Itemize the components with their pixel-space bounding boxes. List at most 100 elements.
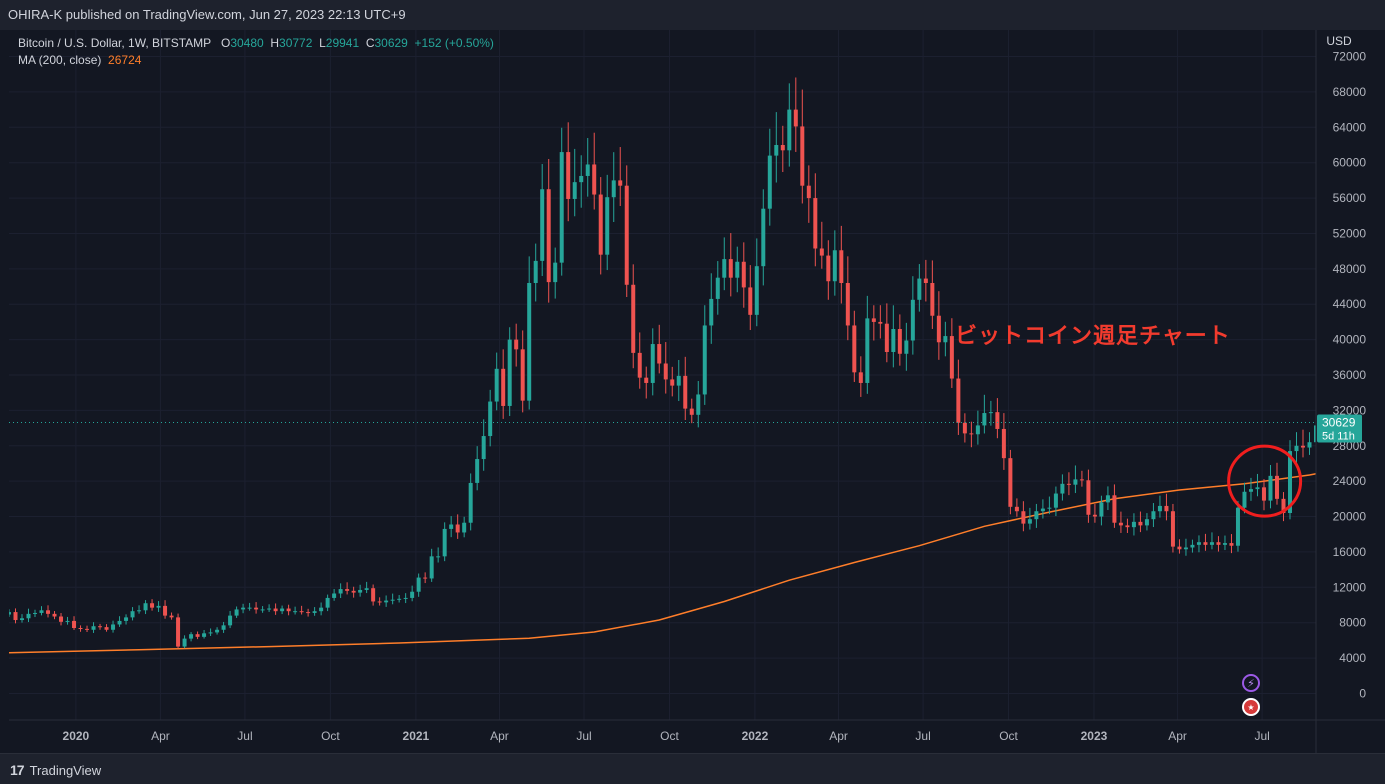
candle <box>514 323 519 367</box>
candle <box>1177 539 1182 554</box>
legend-ma-label[interactable]: MA (200, close) <box>18 53 102 67</box>
candle-body <box>1294 445 1299 452</box>
time-axis-tick-label: Apr <box>151 729 170 743</box>
price-axis-tick-label: 8000 <box>1339 616 1366 630</box>
candle-body <box>1144 519 1149 526</box>
candle <box>1216 536 1221 552</box>
candle-body <box>715 277 720 299</box>
candle <box>735 246 740 293</box>
candle-body <box>377 601 382 603</box>
candle <box>98 623 103 630</box>
candle-body <box>514 339 519 350</box>
candle <box>670 366 675 397</box>
price-chart-svg[interactable]: USD0400080001200016000200002400028000320… <box>9 30 1385 753</box>
candle <box>1268 464 1273 509</box>
time-axis-tick-label: 2020 <box>63 729 90 743</box>
candle-body <box>280 608 285 612</box>
candle-body <box>572 182 577 199</box>
candle-body <box>169 615 174 618</box>
candle-body <box>293 611 298 613</box>
candle-body <box>533 260 538 283</box>
candle-body <box>1131 521 1136 528</box>
candle <box>104 624 109 632</box>
candle <box>806 165 811 223</box>
candle <box>1105 486 1110 511</box>
candle-body <box>1216 542 1221 545</box>
candle-body <box>1027 519 1032 524</box>
candle <box>72 616 77 630</box>
candle-body <box>1183 547 1188 550</box>
candle-body <box>943 336 948 343</box>
legend-symbol[interactable]: Bitcoin / U.S. Dollar, 1W, BITSTAMP <box>18 36 211 50</box>
candle-body <box>897 329 902 354</box>
candle <box>520 330 525 413</box>
candle-body <box>689 408 694 415</box>
candle-body <box>1268 475 1273 501</box>
candle <box>540 164 545 277</box>
candle <box>195 631 200 640</box>
candle-body <box>260 609 265 611</box>
candle-body <box>1248 489 1253 492</box>
legend-ohlc-row: Bitcoin / U.S. Dollar, 1W, BITSTAMP O304… <box>18 35 494 52</box>
last-price-tag-bg <box>1317 414 1362 443</box>
candle-body <box>839 250 844 283</box>
candle <box>410 585 415 602</box>
legend-low-value: 29941 <box>325 36 360 50</box>
price-axis-tick-label: 12000 <box>1333 580 1367 594</box>
legend-close-label: C <box>365 36 375 50</box>
candle <box>449 516 454 538</box>
candle-body <box>189 634 194 639</box>
lightning-icon[interactable]: ⚡ <box>1242 674 1260 692</box>
published-text: OHIRA-K published on TradingView.com, Ju… <box>8 7 406 22</box>
legend-ma-row: MA (200, close) 26724 <box>18 52 494 69</box>
candle <box>416 573 421 597</box>
candle-body <box>91 626 96 630</box>
candle-body <box>299 611 304 613</box>
candle <box>13 608 18 624</box>
candle-body <box>442 528 447 557</box>
candle <box>1274 462 1279 505</box>
candle-body <box>403 597 408 599</box>
candle <box>1073 465 1078 494</box>
candle-body <box>631 284 636 353</box>
candle <box>1021 501 1026 532</box>
candle <box>332 589 337 601</box>
candle <box>397 595 402 603</box>
candle-body <box>845 283 850 326</box>
candle-body <box>397 598 402 600</box>
candle-body <box>865 318 870 383</box>
candle-body <box>806 185 811 199</box>
chart-area[interactable]: USD 0 4000 8000 12000 16000 20000 24000 28000 320… <box>9 30 1385 753</box>
candle <box>1157 495 1162 518</box>
candle <box>1144 513 1149 531</box>
candle <box>1183 538 1188 556</box>
candle-body <box>910 299 915 341</box>
candle <box>481 419 486 471</box>
candle-body <box>663 363 668 380</box>
ma-200-line <box>9 458 1385 654</box>
candle <box>390 593 395 605</box>
candle-body <box>637 352 642 378</box>
candle <box>1281 492 1286 522</box>
candle <box>52 611 57 620</box>
candle-body <box>65 620 70 622</box>
candle-body <box>592 164 597 195</box>
candle-body <box>254 607 259 610</box>
candle <box>553 247 558 299</box>
candle-body <box>1190 544 1195 548</box>
candle-body <box>956 378 961 423</box>
candle-body <box>72 620 77 628</box>
tradingview-logo[interactable]: 17 TradingView <box>10 762 101 778</box>
us-flag-icon[interactable]: ★ <box>1242 698 1260 716</box>
candle <box>787 83 792 167</box>
candle-body <box>780 145 785 151</box>
candle <box>884 303 889 363</box>
candle-body <box>904 340 909 354</box>
candle <box>208 628 213 637</box>
candle-body <box>1255 487 1260 490</box>
candle-body <box>488 401 493 437</box>
candle <box>956 359 961 435</box>
candle-body <box>208 632 213 634</box>
candle <box>189 632 194 642</box>
candle <box>975 410 980 445</box>
